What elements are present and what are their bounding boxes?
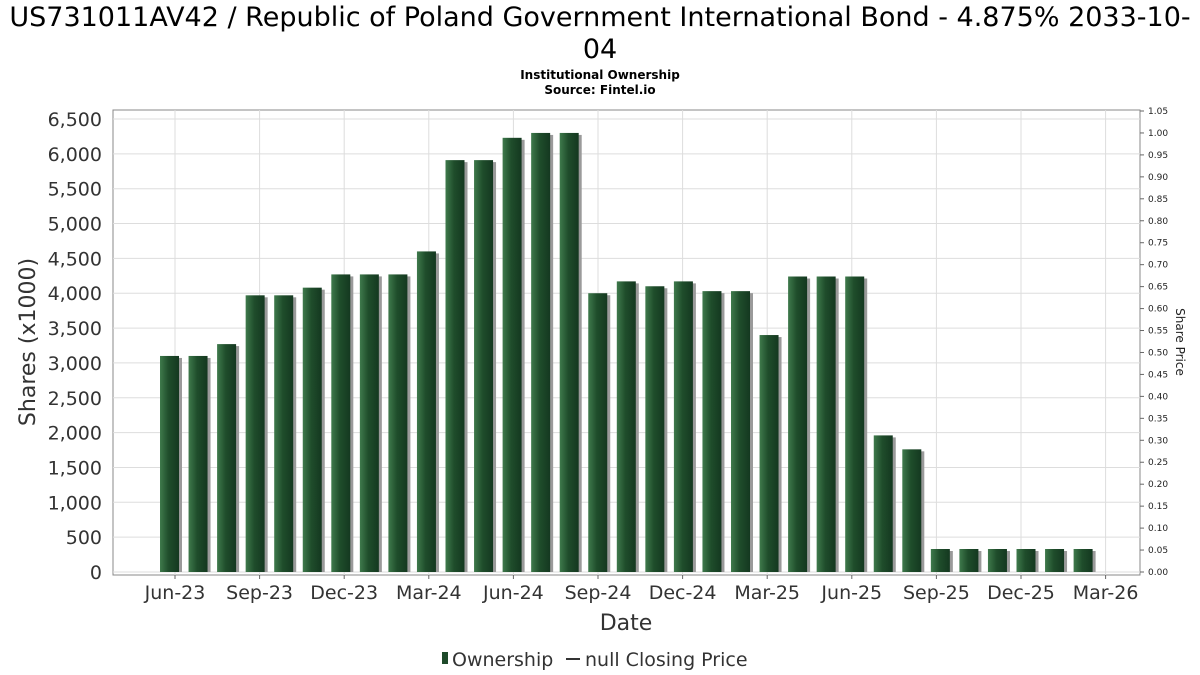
x-tick-label: Dec-24 bbox=[649, 582, 717, 604]
ownership-bar bbox=[1016, 549, 1036, 572]
ownership-bar bbox=[788, 276, 808, 572]
y2-tick-label: 0.15 bbox=[1148, 502, 1168, 512]
ownership-bar bbox=[388, 274, 408, 572]
ownership-bar bbox=[474, 160, 494, 572]
ownership-bar bbox=[616, 281, 636, 572]
y-tick-label: 2,000 bbox=[48, 423, 102, 445]
y-tick-label: 1,500 bbox=[48, 457, 102, 479]
y2-tick-label: 0.60 bbox=[1148, 305, 1168, 315]
ownership-bar bbox=[816, 276, 836, 572]
ownership-bar bbox=[873, 435, 893, 572]
ownership-bar bbox=[160, 355, 179, 572]
y-tick-label: 3,500 bbox=[48, 318, 102, 340]
ownership-bar bbox=[845, 276, 865, 572]
y-tick-label: 5,500 bbox=[48, 179, 102, 201]
y2-tick-label: 0.55 bbox=[1148, 327, 1168, 337]
y2-tick-label: 0.70 bbox=[1148, 261, 1168, 271]
ownership-bar bbox=[559, 132, 579, 572]
x-tick-label: Sep-24 bbox=[565, 582, 632, 604]
ownership-bar bbox=[588, 293, 608, 572]
ownership-bar bbox=[959, 549, 979, 572]
ownership-bar bbox=[245, 295, 265, 572]
y2-tick-label: 1.00 bbox=[1148, 129, 1168, 139]
chart-title: US731011AV42 / Republic of Poland Govern… bbox=[9, 2, 1191, 65]
y-axis-title: Shares (x1000) bbox=[16, 258, 41, 426]
y2-tick-label: 0.20 bbox=[1148, 480, 1168, 490]
bar-series-ownership bbox=[160, 132, 1096, 572]
ownership-bar bbox=[645, 286, 665, 572]
ownership-bar bbox=[188, 355, 208, 572]
ownership-bar bbox=[331, 274, 351, 572]
x-tick-label: Sep-25 bbox=[903, 582, 970, 604]
x-tick-label: Mar-24 bbox=[396, 582, 462, 604]
y2-tick-label: 0.75 bbox=[1148, 239, 1168, 249]
x-tick-label: Dec-25 bbox=[987, 582, 1055, 604]
x-tick-label: Dec-23 bbox=[310, 582, 378, 604]
y2-tick-label: 0.80 bbox=[1148, 217, 1168, 227]
y2-tick-label: 0.10 bbox=[1148, 524, 1168, 534]
y2-tick-label: 1.05 bbox=[1148, 107, 1168, 117]
y-tick-label: 6,500 bbox=[48, 109, 102, 131]
y2-tick-label: 0.95 bbox=[1148, 151, 1168, 161]
ownership-bar bbox=[673, 281, 693, 572]
ownership-bar bbox=[274, 295, 294, 572]
y-tick-label: 4,000 bbox=[48, 283, 102, 305]
x-tick-label: Jun-25 bbox=[820, 582, 882, 604]
ownership-bar bbox=[930, 549, 950, 572]
ownership-bar bbox=[445, 160, 465, 572]
ownership-bar bbox=[702, 291, 722, 572]
y2-tick-label: 0.90 bbox=[1148, 173, 1168, 183]
y2-tick-label: 0.45 bbox=[1148, 370, 1168, 380]
ownership-bar bbox=[1045, 549, 1065, 572]
ownership-bar bbox=[531, 132, 551, 572]
legend-ownership-swatch bbox=[442, 652, 448, 664]
ownership-bar bbox=[759, 335, 779, 572]
ownership-bar bbox=[217, 344, 237, 572]
y2-tick-label: 0.05 bbox=[1148, 546, 1168, 556]
y2-tick-label: 0.35 bbox=[1148, 414, 1168, 424]
y-tick-label: 2,500 bbox=[48, 388, 102, 410]
subtitle-ownership: Institutional Ownership bbox=[520, 68, 680, 82]
x-tick-label: Jun-24 bbox=[482, 582, 544, 604]
legend-ownership-label: Ownership bbox=[452, 649, 553, 671]
ownership-bar bbox=[359, 274, 379, 572]
y2-tick-label: 0.65 bbox=[1148, 283, 1168, 293]
y-axis-right: 0.00 0.05 0.10 0.15 0.20 0.25 0.30 0.35 0.40 0.45… bbox=[1140, 107, 1168, 578]
y2-tick-label: 0.85 bbox=[1148, 195, 1168, 205]
ownership-bar bbox=[502, 137, 522, 572]
y2-tick-label: 0.40 bbox=[1148, 392, 1168, 402]
y-tick-label: 6,000 bbox=[48, 144, 102, 166]
legend-price-label: null Closing Price bbox=[585, 649, 748, 671]
chart-subtitle: Institutional Ownership Source: Fintel.i… bbox=[0, 68, 1200, 98]
ownership-bar bbox=[1073, 549, 1093, 572]
x-tick-label: Jun-23 bbox=[144, 582, 206, 604]
y-tick-label: 1,000 bbox=[48, 492, 102, 514]
y-tick-label: 500 bbox=[66, 527, 102, 549]
y2-axis-title: Share Price bbox=[1173, 308, 1187, 376]
ownership-bar bbox=[302, 287, 322, 572]
x-axis-title: Date bbox=[600, 611, 653, 636]
y-tick-label: 3,000 bbox=[48, 353, 102, 375]
x-tick-label: Mar-25 bbox=[734, 582, 800, 604]
y-axis-left: 0 500 1,000 1,500 2,000 2,500 3,000 3,500 4,000 4… bbox=[48, 109, 102, 584]
ownership-bar bbox=[731, 291, 750, 572]
y2-tick-label: 0.30 bbox=[1148, 436, 1168, 446]
ownership-bar bbox=[987, 549, 1007, 572]
y-tick-label: 0 bbox=[90, 562, 102, 584]
ownership-bar bbox=[902, 449, 922, 572]
legend: Ownership null Closing Price bbox=[442, 649, 748, 671]
ownership-bar bbox=[416, 251, 436, 572]
x-tick-label: Sep-23 bbox=[226, 582, 293, 604]
y2-tick-label: 0.25 bbox=[1148, 458, 1168, 468]
x-axis: Jun-23 Sep-23 Dec-23 Mar-24 Jun-24 Sep-24 Dec-… bbox=[144, 575, 1139, 604]
y2-tick-label: 0.50 bbox=[1148, 348, 1168, 358]
y-tick-label: 5,000 bbox=[48, 214, 102, 236]
x-tick-label: Mar-26 bbox=[1073, 582, 1139, 604]
y-tick-label: 4,500 bbox=[48, 248, 102, 270]
y2-tick-label: 0.00 bbox=[1148, 568, 1168, 578]
subtitle-source: Source: Fintel.io bbox=[544, 83, 656, 97]
